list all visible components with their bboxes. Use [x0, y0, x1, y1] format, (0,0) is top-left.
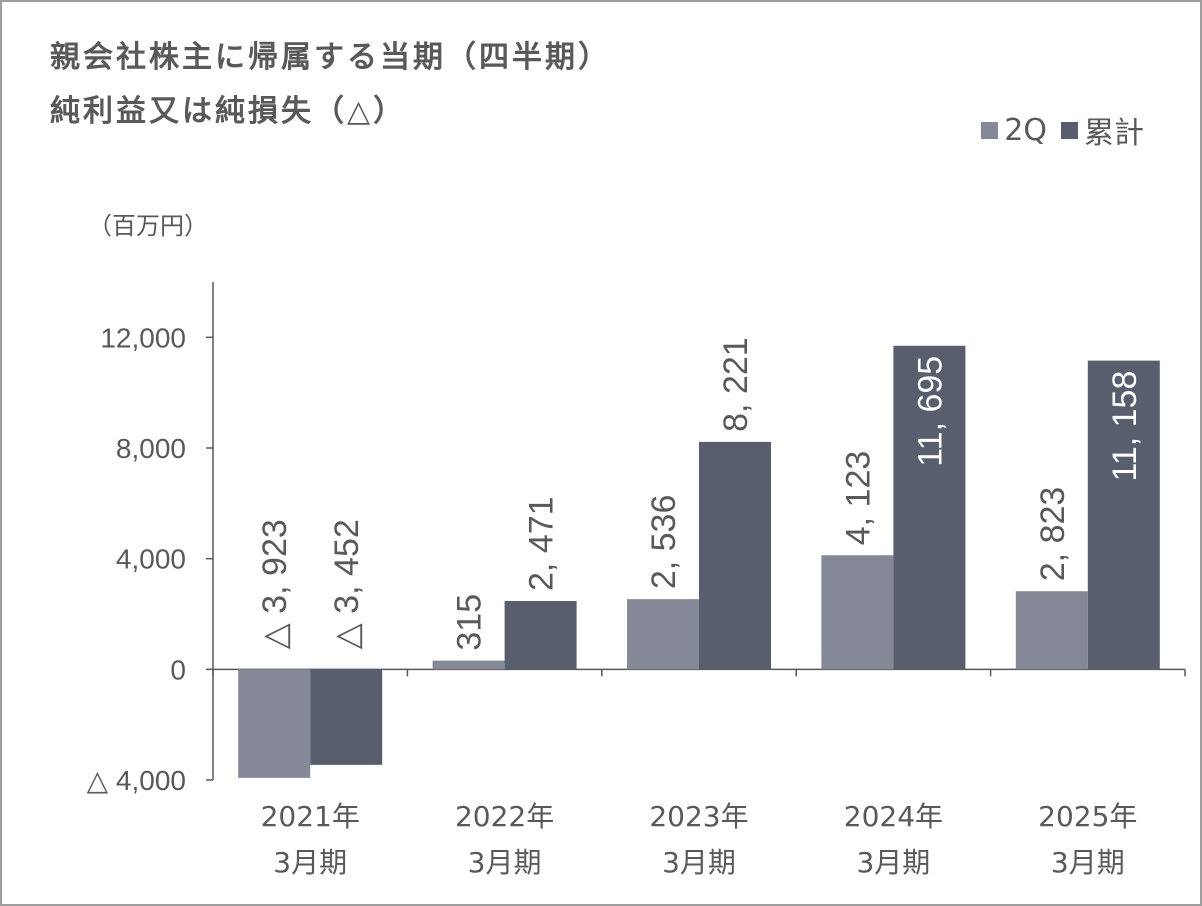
x-category-label-year: 2021年 [261, 800, 360, 833]
y-tick-label: 4,000 [116, 544, 186, 575]
bar-cumulative [1087, 360, 1160, 670]
data-label-cumulative: 2, 471 [523, 496, 561, 591]
bar-cumulative [310, 669, 383, 765]
data-label-2q: 2, 536 [645, 495, 683, 590]
y-tick-label: △ 4,000 [87, 765, 186, 796]
legend-label-cumulative: 累計 [1084, 116, 1144, 151]
legend-item-2q: 2Q [981, 113, 1047, 148]
legend-swatch-cumulative [1061, 121, 1078, 139]
y-tick-label: 0 [170, 654, 186, 685]
bar-2q [627, 599, 699, 670]
data-label-2q: 2, 823 [1034, 487, 1072, 582]
bar-cumulative [893, 345, 966, 670]
legend: 2Q 累計 [967, 108, 1144, 152]
unit-label: （百万円） [88, 212, 208, 240]
bar-2q [238, 669, 311, 778]
x-category-label-year: 2023年 [649, 800, 748, 833]
data-label-cumulative: 11, 158 [1106, 371, 1144, 482]
y-tick-label: 8,000 [116, 433, 186, 464]
legend-label-2q: 2Q [1004, 112, 1047, 148]
bar-2q [821, 555, 894, 670]
bar-2q [1015, 591, 1088, 670]
x-category-label-period: 3月期 [1051, 846, 1125, 879]
legend-swatch-2q [981, 121, 999, 139]
x-category-label-period: 3月期 [273, 846, 347, 879]
data-label-2q: △ 3, 923 [256, 519, 294, 649]
chart-title-line-2: 純利益又は純損失（△） [50, 94, 407, 129]
x-category-label-year: 2024年 [844, 800, 943, 833]
data-label-cumulative: 8, 221 [717, 337, 755, 432]
bar-cumulative [504, 600, 577, 670]
bar-cumulative [699, 441, 771, 670]
data-label-cumulative: 11, 695 [911, 356, 949, 467]
y-tick-label: 12,000 [100, 322, 186, 353]
chart-title-line-1: 親会社株主に帰属する当期（四半期） [50, 40, 611, 75]
x-category-label-period: 3月期 [662, 846, 736, 879]
bar-2q [432, 660, 505, 670]
x-category-label-year: 2025年 [1038, 800, 1137, 833]
data-label-2q: 4, 123 [839, 451, 877, 546]
data-label-2q: 315 [451, 594, 489, 651]
data-label-cumulative: △ 3, 452 [328, 519, 366, 649]
legend-item-cumulative: 累計 [1061, 108, 1144, 152]
x-category-label-period: 3月期 [468, 846, 542, 879]
x-category-label-period: 3月期 [856, 846, 930, 879]
x-category-label-year: 2022年 [455, 800, 554, 833]
